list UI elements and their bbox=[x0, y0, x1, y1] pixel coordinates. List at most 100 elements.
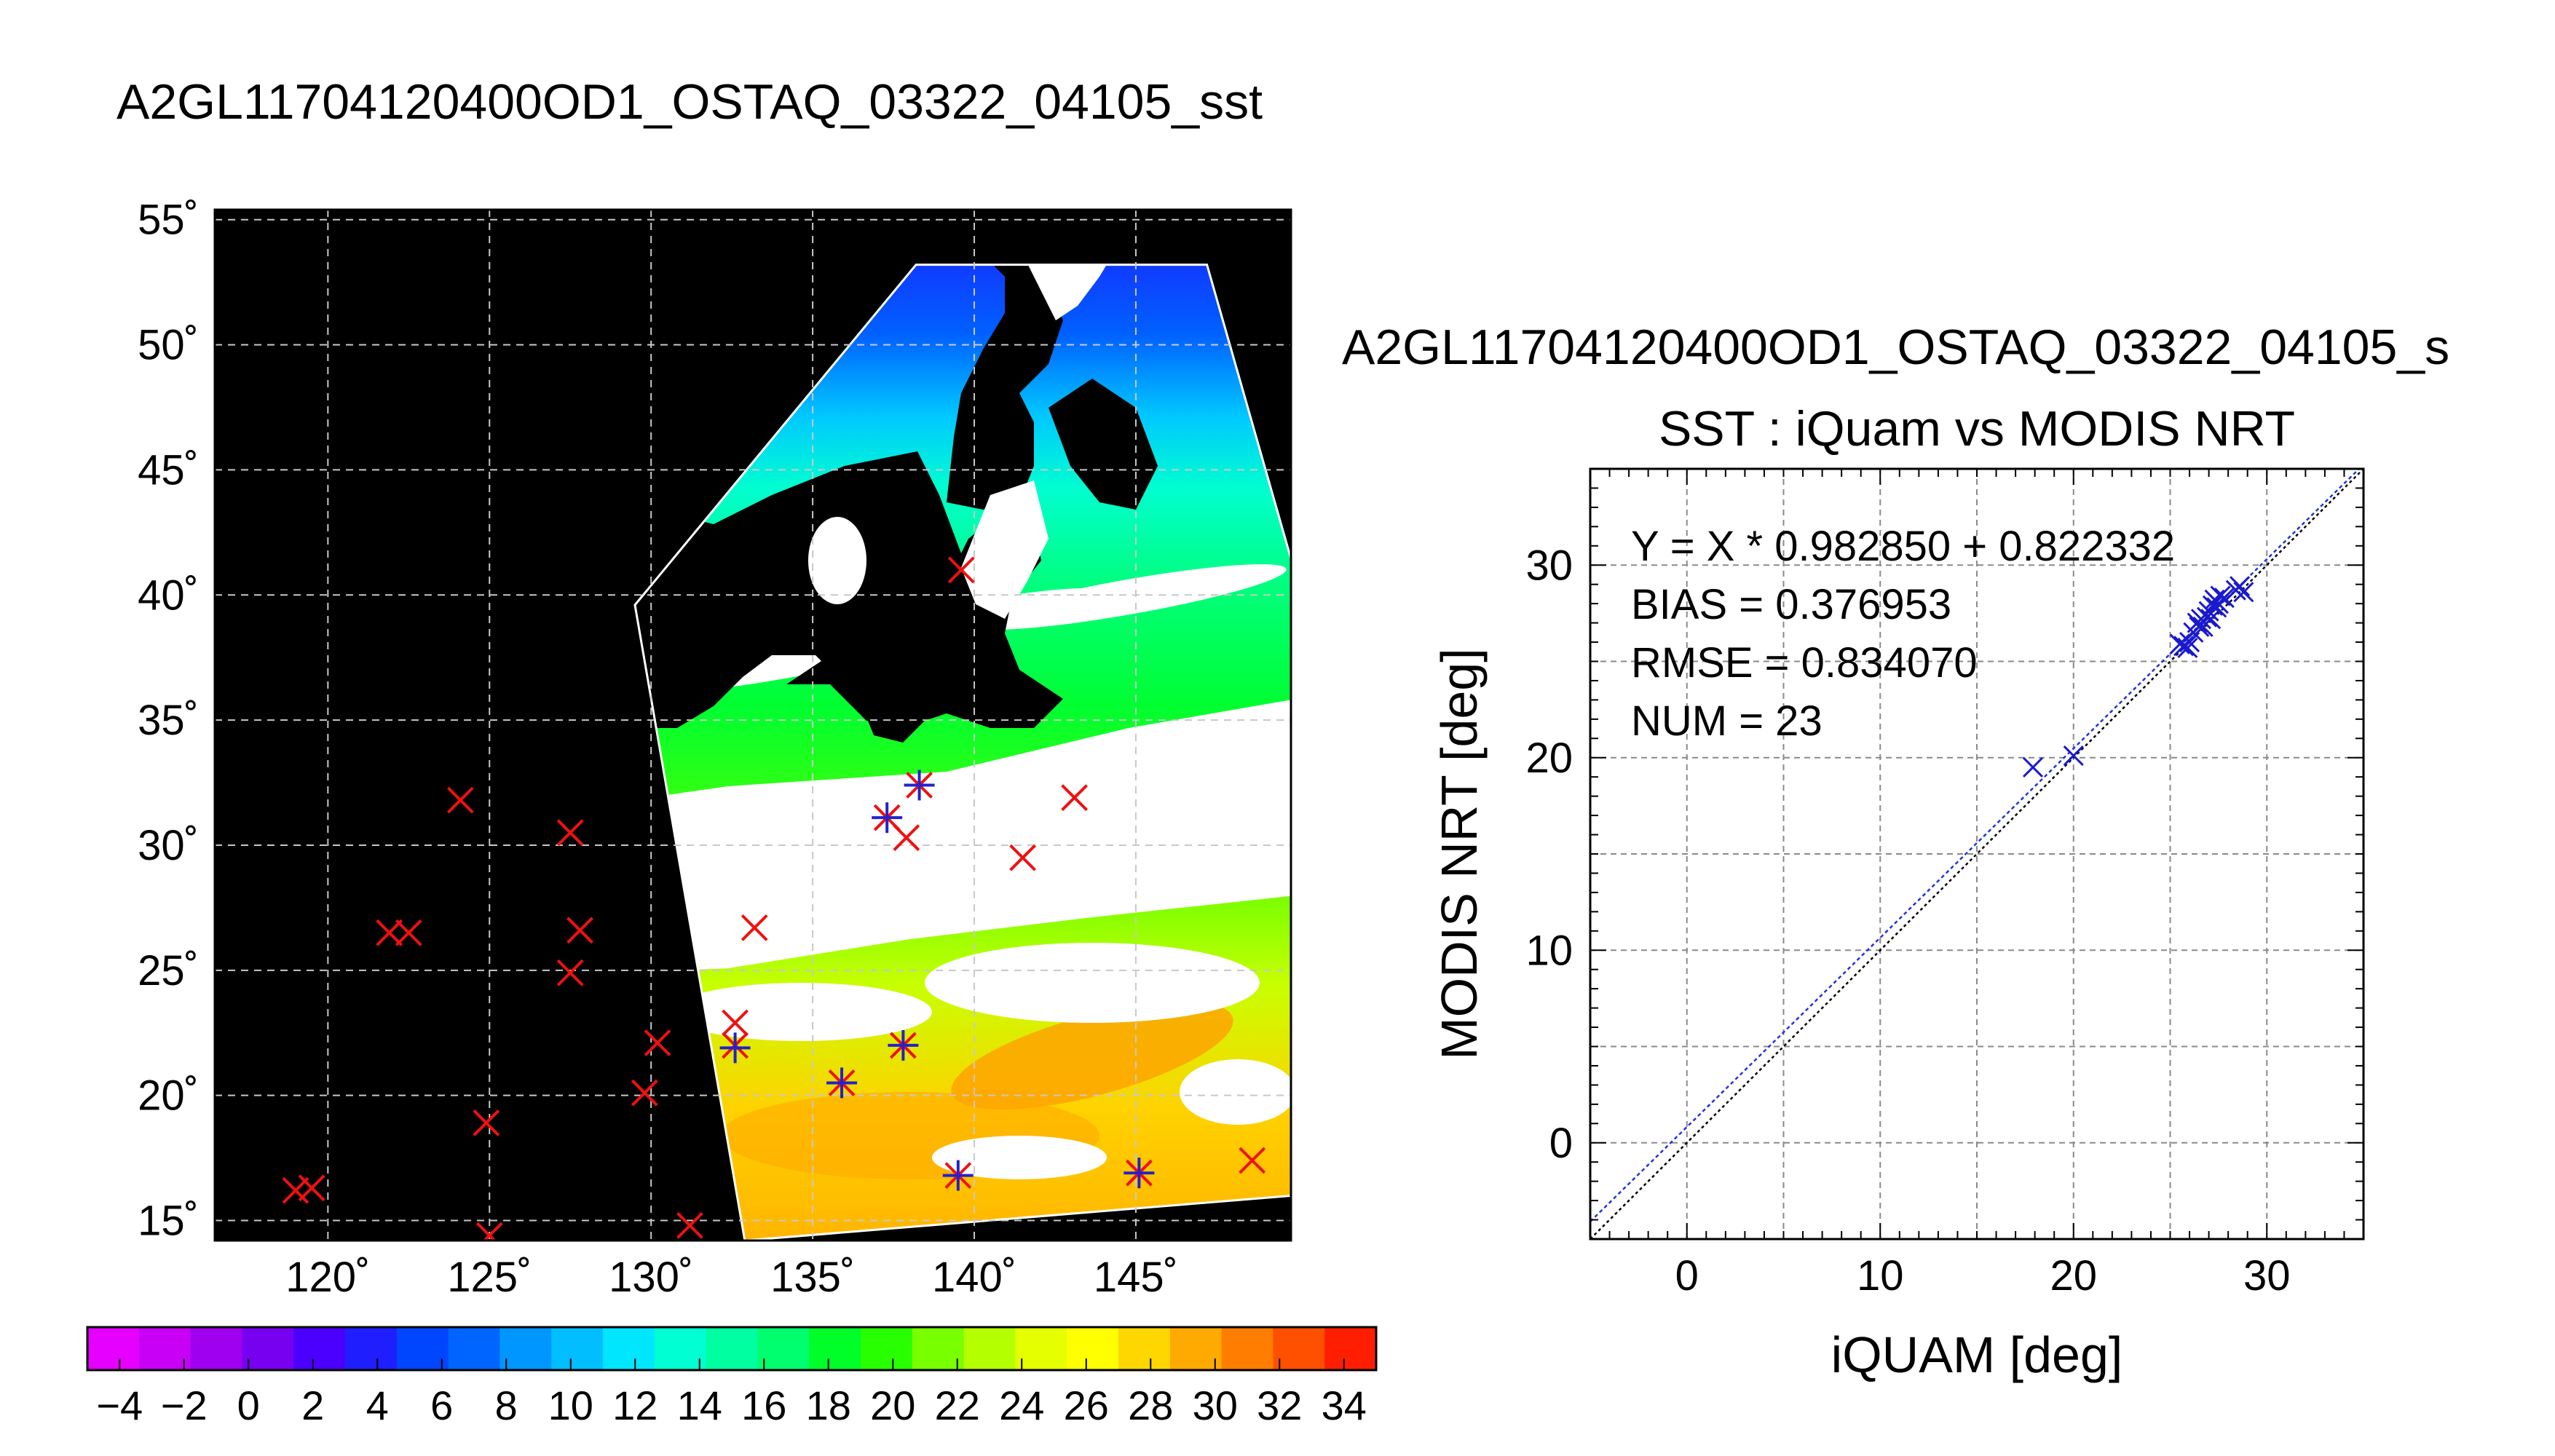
scatter-point bbox=[2202, 595, 2223, 616]
map-marker-all bbox=[556, 819, 584, 847]
scatter-tick-label-y: 0 bbox=[1549, 1120, 1573, 1167]
map-marker-all bbox=[1239, 1147, 1266, 1174]
colorbar-swatch bbox=[1067, 1327, 1119, 1370]
scatter-tick-label-x: 20 bbox=[2050, 1252, 2097, 1299]
scatter-tick-label-y: 30 bbox=[1525, 542, 1573, 589]
colorbar-tick-label: 4 bbox=[366, 1382, 389, 1428]
map-marker-all bbox=[1061, 784, 1089, 812]
colorbar-tick-label: 32 bbox=[1257, 1382, 1302, 1428]
colorbar-tick-label: 16 bbox=[741, 1382, 786, 1428]
map-marker-all bbox=[395, 919, 422, 946]
map-marker-all bbox=[282, 1176, 309, 1204]
colorbar-swatch bbox=[1324, 1327, 1377, 1370]
map-tick-label-lon: 145˚ bbox=[1094, 1254, 1178, 1301]
stats-num: NUM = 23 bbox=[1631, 697, 1823, 745]
map-tick-label-lon: 140˚ bbox=[932, 1254, 1016, 1301]
map-marker-matched bbox=[1124, 1158, 1155, 1189]
sst-map: 120˚ 125˚ 130˚ 135˚ 140˚ 145˚ 15˚ 20˚ 25˚ 30˚ 35˚ 4… bbox=[138, 197, 1292, 1301]
colorbar-swatch bbox=[654, 1327, 707, 1370]
scatter-point bbox=[2233, 582, 2254, 603]
colorbar-tick-label: 0 bbox=[237, 1382, 260, 1428]
scatter-tick-label-x: 10 bbox=[1857, 1252, 1904, 1299]
map-marker-all bbox=[947, 556, 975, 584]
scatter-tick-label-x: 0 bbox=[1675, 1252, 1699, 1299]
map-marker-all bbox=[741, 914, 768, 941]
colorbar-tick-label: 2 bbox=[301, 1382, 324, 1428]
map-marker-all bbox=[376, 919, 403, 946]
map-marker-all bbox=[644, 1029, 671, 1056]
scatter-stats: Y = X * 0.982850 + 0.822332 BIAS = 0.376… bbox=[1631, 523, 2175, 745]
map-tick-label-lat: 35˚ bbox=[138, 697, 199, 744]
sst-colorbar: −4 −2 0 2 4 6 8 10 12 14 16 18 20 22 24 26 28 30 32 34 bbox=[86, 1326, 1378, 1428]
colorbar-swatch bbox=[1015, 1327, 1067, 1370]
colorbar-swatch bbox=[448, 1327, 500, 1370]
map-tick-label-lat: 30˚ bbox=[138, 822, 199, 869]
scatter-tick-label-y: 10 bbox=[1525, 927, 1573, 974]
scatter-tick-label-y: 20 bbox=[1525, 735, 1573, 782]
map-tick-label-lat: 20˚ bbox=[138, 1072, 199, 1120]
map-marker-all bbox=[676, 1211, 703, 1239]
scatter-point bbox=[2189, 616, 2210, 637]
land-mask bbox=[635, 264, 1158, 743]
colorbar-swatch bbox=[190, 1327, 242, 1370]
scatter-heading: A2GL11704120400OD1_OSTAQ_03322_04105_s bbox=[1342, 320, 2449, 375]
scatter-title: SST : iQuam vs MODIS NRT bbox=[1659, 401, 2295, 456]
scatter-ticks: 0 10 20 30 0 10 20 30 bbox=[1525, 468, 2364, 1299]
map-tick-labels: 120˚ 125˚ 130˚ 135˚ 140˚ 145˚ 15˚ 20˚ 25˚ 30˚ 35˚ 4… bbox=[138, 197, 1178, 1301]
stats-rmse: RMSE = 0.834070 bbox=[1631, 639, 1978, 687]
colorbar-swatch bbox=[1221, 1327, 1273, 1370]
map-tick-label-lon: 125˚ bbox=[447, 1254, 532, 1301]
map-marker-matched bbox=[872, 802, 903, 834]
scatter-point bbox=[2206, 597, 2227, 618]
scatter-point bbox=[2177, 637, 2198, 659]
colorbar-tick-label: −2 bbox=[161, 1382, 208, 1428]
colorbar-swatch bbox=[861, 1327, 913, 1370]
colorbar-swatch bbox=[757, 1327, 810, 1370]
colorbar-swatch bbox=[603, 1327, 655, 1370]
map-tick-label-lon: 130˚ bbox=[609, 1254, 693, 1301]
colorbar-tick-label: 10 bbox=[548, 1382, 593, 1428]
colorbar-tick-label: 30 bbox=[1193, 1382, 1238, 1428]
colorbar-tick-label: 20 bbox=[870, 1382, 915, 1428]
markers-all bbox=[282, 556, 1266, 1241]
colorbar-swatch bbox=[551, 1327, 604, 1370]
colorbar-swatch bbox=[1169, 1327, 1223, 1370]
map-marker-matched bbox=[942, 1160, 974, 1191]
colorbar-tick-label: 18 bbox=[806, 1382, 851, 1428]
map-tick-label-lat: 25˚ bbox=[138, 947, 199, 994]
scatter-point bbox=[2022, 756, 2044, 778]
colorbar-frame bbox=[86, 1326, 1378, 1372]
map-tick-label-lat: 50˚ bbox=[138, 322, 199, 369]
scatter-tick-label-x: 30 bbox=[2243, 1252, 2291, 1299]
regression-line bbox=[1590, 469, 2361, 1222]
map-marker-all bbox=[631, 1079, 658, 1107]
scatter-plot: 0 10 20 30 0 10 20 30 Y = X * 0.982850 + 0.8223… bbox=[1431, 467, 2365, 1383]
colorbar-swatch bbox=[87, 1327, 140, 1370]
map-tick-label-lat: 15˚ bbox=[138, 1198, 199, 1245]
colorbar-tick-label: 6 bbox=[430, 1382, 453, 1428]
map-marker-matched bbox=[888, 1029, 919, 1061]
map-frame bbox=[213, 208, 1292, 1242]
scatter-point bbox=[2230, 576, 2251, 597]
map-marker-matched bbox=[826, 1067, 858, 1099]
map-marker-all bbox=[1009, 844, 1037, 871]
colorbar-tick-label: 12 bbox=[612, 1382, 657, 1428]
map-graticule bbox=[215, 210, 1291, 1241]
colorbar-ticks: −4 −2 0 2 4 6 8 10 12 14 16 18 20 22 24 26 28 30 32 34 bbox=[96, 1358, 1367, 1428]
colorbar-swatches bbox=[87, 1327, 1377, 1370]
scatter-grid bbox=[1590, 469, 2364, 1239]
colorbar-swatch bbox=[242, 1327, 294, 1370]
scatter-points bbox=[2022, 576, 2254, 778]
swath-outline bbox=[633, 264, 1291, 1241]
colorbar-tick-label: 28 bbox=[1128, 1382, 1173, 1428]
map-marker-all bbox=[298, 1174, 325, 1202]
map-tick-label-lat: 40˚ bbox=[138, 571, 199, 619]
identity-line bbox=[1590, 469, 2364, 1239]
colorbar-swatch bbox=[1273, 1327, 1325, 1370]
map-marker-matched bbox=[719, 1032, 751, 1064]
colorbar-tick-label: 14 bbox=[677, 1382, 722, 1428]
colorbar-swatch bbox=[396, 1327, 449, 1370]
map-marker-all bbox=[566, 917, 593, 944]
map-tick-label-lat: 55˚ bbox=[138, 197, 199, 244]
